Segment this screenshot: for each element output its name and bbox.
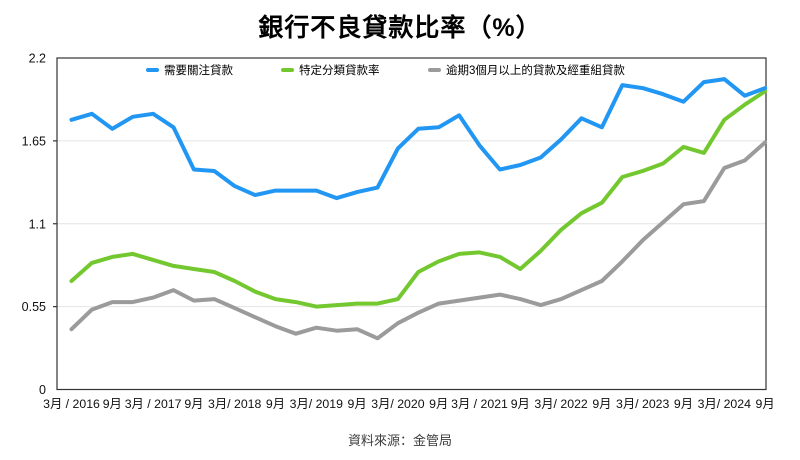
x-tick-label: 3月 / 2021 [451, 397, 508, 411]
x-tick-label: 3月/ 2020 [371, 397, 424, 411]
x-tick-label: 9月 [756, 397, 775, 411]
page-title: 銀行不良貸款比率（%） [258, 14, 542, 42]
source-note: 資料來源：金管局 [347, 433, 452, 448]
x-tick-label: 9月 [429, 397, 448, 411]
x-tick-label: 9月 [184, 397, 203, 411]
legend-swatch-green-icon [281, 68, 294, 72]
x-tick-label: 3月/ 2023 [616, 397, 669, 411]
y-tick-label: 0 [39, 383, 46, 397]
legend-swatch-blue-icon [146, 68, 159, 72]
legend-label: 逾期3個月以上的貸款及經重組貸款 [446, 65, 625, 77]
legend-label: 特定分類貸款率 [299, 65, 380, 77]
legend-item-special-mention-loans: 需要關注貸款 [146, 62, 233, 78]
y-tick-label: 1.65 [22, 134, 46, 148]
x-tick-label: 9月 [266, 397, 285, 411]
x-tick-label: 3月/ 2022 [534, 397, 587, 411]
legend-label: 需要關注貸款 [164, 65, 233, 77]
x-tick-label: 9月 [348, 397, 367, 411]
x-tick-label: 9月 [674, 397, 693, 411]
x-tick-label: 9月 [592, 397, 611, 411]
x-tick-label: 9月 [511, 397, 530, 411]
x-tick-label: 3月 / 2016 [43, 397, 100, 411]
x-tick-label: 3月/ 2018 [208, 397, 261, 411]
series-line-需要關注貸款 [69, 77, 768, 201]
legend-swatch-gray-icon [428, 68, 441, 72]
series-line-特定分類貸款率 [69, 89, 768, 309]
y-tick-label: 1.1 [29, 217, 46, 231]
x-tick-label: 9月 [103, 397, 122, 411]
y-tick-label: 0.55 [22, 300, 46, 314]
x-tick-label: 3月/ 2024 [698, 397, 751, 411]
y-tick-label: 2.2 [29, 52, 46, 66]
legend: 需要關注貸款 特定分類貸款率 逾期3個月以上的貸款及經重組貸款 [0, 62, 800, 78]
line-chart-canvas: 00.551.11.652.23月 / 2016 9月 3月 / 2017 9月 3月/… [22, 52, 775, 412]
legend-item-overdue-rescheduled-loans: 逾期3個月以上的貸款及經重組貸款 [428, 62, 625, 78]
x-tick-label: 3月 / 2017 [125, 397, 182, 411]
legend-item-classified-loan-ratio: 特定分類貸款率 [281, 62, 380, 78]
x-tick-label: 3月/ 2019 [290, 397, 343, 411]
series-line-逾期3個月以上的貸款及經重組貸款 [69, 140, 768, 341]
